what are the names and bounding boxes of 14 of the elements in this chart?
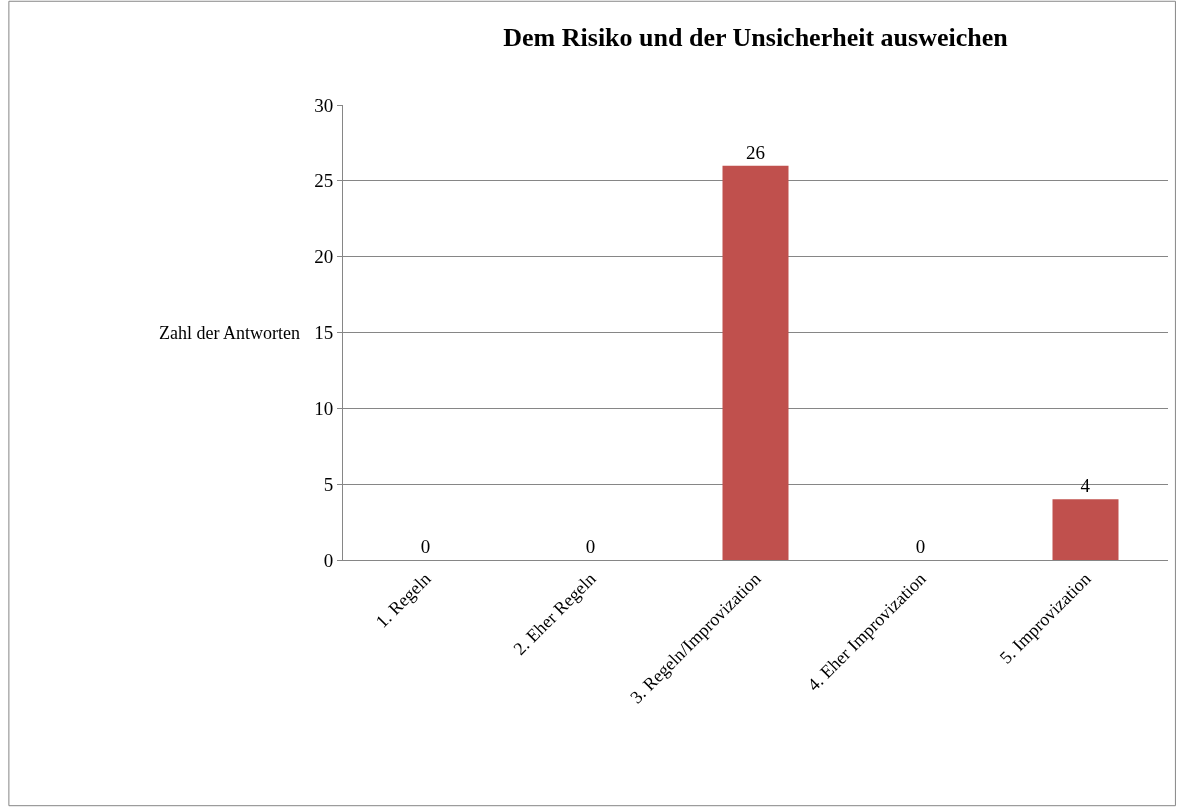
- y-tick-label: 30: [314, 94, 334, 116]
- chart-title: Dem Risiko und der Unsicherheit ausweichen: [503, 23, 1009, 53]
- y-axis-title: Zahl der Antworten: [159, 323, 300, 343]
- data-label: 26: [746, 141, 765, 163]
- y-tick-label: 5: [323, 473, 334, 495]
- y-tick-label: 15: [314, 322, 334, 344]
- data-label: 4: [1080, 475, 1091, 497]
- data-label: 0: [585, 536, 596, 557]
- data-label: 0: [915, 536, 926, 557]
- y-tick-label: 0: [323, 549, 334, 571]
- y-tick-label: 20: [314, 246, 334, 268]
- y-tick-label: 25: [314, 170, 334, 192]
- y-tick-label: 10: [314, 397, 334, 419]
- data-label: 0: [420, 536, 431, 557]
